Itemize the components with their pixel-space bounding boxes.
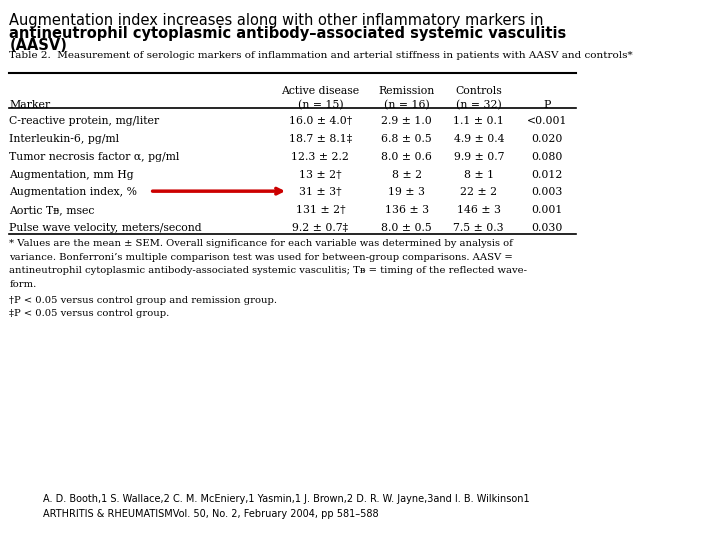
Text: 6.8 ± 0.5: 6.8 ± 0.5 (382, 134, 432, 144)
Text: A. D. Booth,1 S. Wallace,2 C. M. McEniery,1 Yasmin,1 J. Brown,2 D. R. W. Jayne,3: A. D. Booth,1 S. Wallace,2 C. M. McEnier… (43, 494, 530, 504)
Text: ARTHRITIS & RHEUMATISMVol. 50, No. 2, February 2004, pp 581–588: ARTHRITIS & RHEUMATISMVol. 50, No. 2, Fe… (43, 509, 379, 519)
Text: variance. Bonferroni’s multiple comparison test was used for between-group compa: variance. Bonferroni’s multiple comparis… (9, 253, 513, 262)
Text: 8.0 ± 0.5: 8.0 ± 0.5 (382, 223, 432, 233)
Text: Augmentation, mm Hg: Augmentation, mm Hg (9, 170, 134, 180)
Text: (n = 32): (n = 32) (456, 100, 502, 110)
Text: (n = 15): (n = 15) (297, 100, 343, 110)
Text: <0.001: <0.001 (527, 116, 567, 126)
Text: Active disease: Active disease (282, 86, 359, 97)
Text: C-reactive protein, mg/liter: C-reactive protein, mg/liter (9, 116, 160, 126)
Text: * Values are the mean ± SEM. Overall significance for each variable was determin: * Values are the mean ± SEM. Overall sig… (9, 239, 513, 248)
Text: Tumor necrosis factor α, pg/ml: Tumor necrosis factor α, pg/ml (9, 152, 180, 162)
Text: 146 ± 3: 146 ± 3 (456, 205, 501, 215)
Text: Marker: Marker (9, 100, 50, 110)
Text: 8 ± 2: 8 ± 2 (392, 170, 422, 180)
Text: 0.012: 0.012 (531, 170, 563, 180)
Text: Augmentation index, %: Augmentation index, % (9, 187, 138, 198)
Text: Interleukin-6, pg/ml: Interleukin-6, pg/ml (9, 134, 120, 144)
Text: 22 ± 2: 22 ± 2 (460, 187, 498, 198)
Text: 0.003: 0.003 (531, 187, 563, 198)
Text: Table 2.  Measurement of serologic markers of inflammation and arterial stiffnes: Table 2. Measurement of serologic marker… (9, 51, 633, 60)
Text: 9.9 ± 0.7: 9.9 ± 0.7 (454, 152, 504, 162)
Text: 18.7 ± 8.1‡: 18.7 ± 8.1‡ (289, 134, 352, 144)
Text: 31 ± 3†: 31 ± 3† (299, 187, 342, 198)
Text: 0.020: 0.020 (531, 134, 563, 144)
Text: antineutrophil cytoplasmic antibody–associated systemic vasculitis: antineutrophil cytoplasmic antibody–asso… (9, 26, 567, 41)
Text: (n = 16): (n = 16) (384, 100, 430, 110)
Text: Pulse wave velocity, meters/second: Pulse wave velocity, meters/second (9, 223, 202, 233)
Text: 19 ± 3: 19 ± 3 (388, 187, 426, 198)
Text: †P < 0.05 versus control group and remission group.: †P < 0.05 versus control group and remis… (9, 296, 277, 305)
Text: 13 ± 2†: 13 ± 2† (299, 170, 342, 180)
Text: 2.9 ± 1.0: 2.9 ± 1.0 (382, 116, 432, 126)
Text: P: P (544, 100, 551, 110)
Text: 9.2 ± 0.7‡: 9.2 ± 0.7‡ (292, 223, 348, 233)
Text: 0.001: 0.001 (531, 205, 563, 215)
Text: 7.5 ± 0.3: 7.5 ± 0.3 (454, 223, 504, 233)
Text: 0.030: 0.030 (531, 223, 563, 233)
Text: form.: form. (9, 280, 37, 289)
Text: 0.080: 0.080 (531, 152, 563, 162)
Text: Controls: Controls (456, 86, 502, 97)
Text: antineutrophil cytoplasmic antibody-associated systemic vasculitis; Tᴃ = timing : antineutrophil cytoplasmic antibody-asso… (9, 266, 527, 275)
Text: 136 ± 3: 136 ± 3 (384, 205, 429, 215)
Text: 8 ± 1: 8 ± 1 (464, 170, 494, 180)
Text: 4.9 ± 0.4: 4.9 ± 0.4 (454, 134, 504, 144)
Text: (AASV): (AASV) (9, 38, 67, 53)
Text: ‡P < 0.05 versus control group.: ‡P < 0.05 versus control group. (9, 309, 170, 319)
Text: Aortic Tᴃ, msec: Aortic Tᴃ, msec (9, 205, 95, 215)
Text: 8.0 ± 0.6: 8.0 ± 0.6 (382, 152, 432, 162)
Text: 131 ± 2†: 131 ± 2† (296, 205, 345, 215)
Text: 1.1 ± 0.1: 1.1 ± 0.1 (454, 116, 504, 126)
Text: Remission: Remission (379, 86, 435, 97)
Text: 12.3 ± 2.2: 12.3 ± 2.2 (292, 152, 349, 162)
Text: 16.0 ± 4.0†: 16.0 ± 4.0† (289, 116, 352, 126)
Text: Augmentation index increases along with other inflammatory markers in: Augmentation index increases along with … (9, 14, 544, 29)
